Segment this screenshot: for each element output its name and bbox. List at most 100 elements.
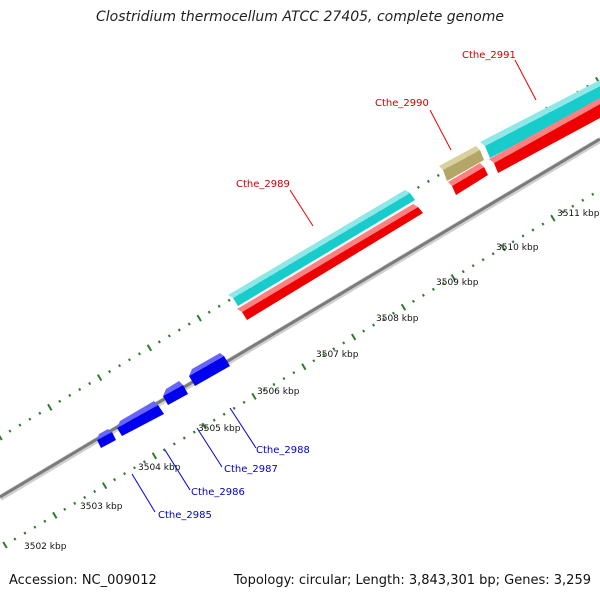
forward-features [228, 80, 600, 320]
kbp-label-3510: 3510 kbp [496, 243, 539, 253]
inner-tick-ruler [2, 192, 595, 549]
minor-tick [113, 477, 117, 482]
gene-label-leaders [131, 59, 537, 513]
minor-tick [38, 411, 42, 415]
minor-tick [392, 311, 395, 315]
gene-label-cthe-2986[interactable]: Cthe_2986 [191, 487, 245, 498]
minor-tick [142, 460, 146, 464]
minor-tick [137, 352, 141, 356]
major-tick [0, 435, 3, 441]
minor-tick [426, 179, 430, 184]
minor-tick [73, 501, 77, 506]
minor-tick [192, 430, 196, 434]
gene-label-cthe-2990[interactable]: Cthe_2990 [375, 98, 429, 109]
minor-tick [207, 310, 211, 314]
minor-tick [282, 376, 286, 381]
minor-tick [68, 393, 72, 398]
minor-tick [571, 204, 575, 208]
genome-summary-text: Topology: circular; Length: 3,843,301 bp… [233, 573, 591, 588]
major-tick [201, 422, 207, 430]
minor-tick [43, 519, 47, 523]
major-tick [550, 214, 556, 222]
minor-tick [88, 381, 92, 386]
minor-tick [312, 359, 316, 363]
gene-label-cthe-2989[interactable]: Cthe_2989 [236, 179, 290, 190]
gene-arrow-cthe-2986[interactable] [117, 401, 164, 436]
major-tick [351, 333, 357, 341]
kbp-label-3511: 3511 kbp [557, 209, 600, 219]
gene-label-cthe-2987[interactable]: Cthe_2987 [224, 464, 278, 475]
minor-tick [108, 369, 112, 374]
minor-tick [272, 382, 276, 387]
major-tick [96, 374, 103, 382]
minor-tick [421, 293, 425, 297]
minor-tick [13, 537, 17, 541]
reverse-features [97, 353, 230, 448]
minor-tick [511, 240, 515, 244]
minor-tick [372, 323, 376, 327]
major-tick [196, 314, 202, 322]
kbp-label-3509: 3509 kbp [436, 278, 479, 288]
gene-arrow-cthe-2985[interactable] [97, 429, 116, 448]
minor-tick [481, 258, 485, 262]
minor-tick [118, 364, 122, 368]
major-tick [450, 273, 456, 282]
minor-tick [541, 222, 545, 226]
minor-tick [78, 387, 82, 391]
minor-tick [411, 299, 415, 303]
major-tick [400, 303, 407, 311]
cds-bar-cthe-2989[interactable] [228, 190, 415, 306]
minor-tick [431, 287, 435, 292]
major-tick [500, 244, 506, 252]
major-tick [52, 511, 58, 519]
gene-bar-cthe-2989[interactable] [237, 204, 423, 320]
minor-tick [262, 388, 266, 392]
kbp-label-3503: 3503 kbp [80, 502, 123, 512]
minor-tick [63, 507, 67, 511]
major-tick [47, 403, 53, 411]
minor-tick [531, 228, 535, 232]
gene-label-cthe-2988[interactable]: Cthe_2988 [256, 445, 310, 456]
cds-bar-cthe-2991[interactable] [480, 80, 600, 158]
minor-tick [157, 340, 161, 344]
kbp-label-3508: 3508 kbp [376, 314, 419, 324]
cds-bar-cthe-2990[interactable] [439, 146, 484, 181]
minor-tick [461, 269, 465, 274]
minor-tick [177, 328, 181, 332]
minor-tick [8, 429, 12, 433]
gene-bar-cthe-2990[interactable] [448, 163, 488, 195]
minor-tick [561, 210, 565, 214]
minor-tick [83, 495, 87, 499]
minor-tick [521, 234, 525, 238]
minor-tick [227, 298, 231, 302]
minor-tick [128, 358, 131, 362]
minor-tick [591, 192, 595, 196]
minor-tick [382, 317, 386, 321]
minor-tick [322, 353, 326, 357]
minor-tick [133, 466, 136, 470]
minor-tick [28, 417, 32, 421]
map-title: Clostridium thermocellum ATCC 27405, com… [96, 9, 504, 25]
major-tick [151, 452, 158, 460]
gene-arrow-cthe-2987[interactable] [163, 381, 188, 405]
minor-tick [33, 525, 37, 529]
major-tick [101, 482, 108, 490]
gene-label-cthe-2991[interactable]: Cthe_2991 [462, 50, 516, 61]
gene-arrow-cthe-2988[interactable] [189, 353, 230, 386]
minor-tick [222, 412, 226, 416]
minor-tick [362, 329, 366, 333]
kbp-label-3504: 3504 kbp [138, 463, 181, 473]
kbp-label-3507: 3507 kbp [316, 350, 359, 360]
minor-tick [292, 371, 296, 375]
minor-tick [93, 489, 97, 494]
gene-label-cthe-2985[interactable]: Cthe_2985 [158, 510, 212, 521]
minor-tick [217, 304, 221, 308]
minor-tick [342, 341, 346, 345]
minor-tick [123, 472, 127, 476]
kbp-label-3505: 3505 kbp [198, 424, 241, 434]
minor-tick [162, 448, 166, 452]
minor-tick [232, 406, 236, 410]
major-tick [2, 541, 8, 549]
minor-tick [581, 198, 585, 202]
gene-bar-cthe-2991[interactable] [489, 98, 600, 173]
